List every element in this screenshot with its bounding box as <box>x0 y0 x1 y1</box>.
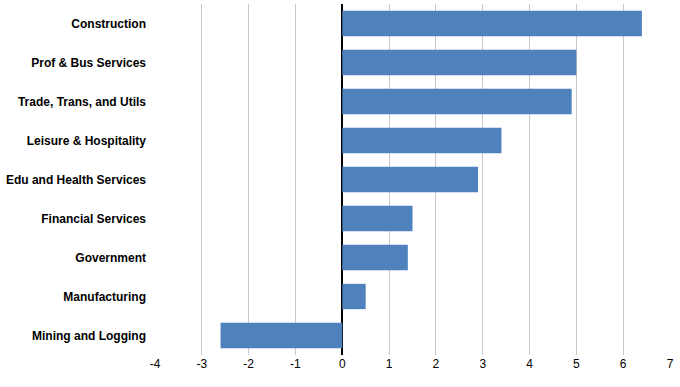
svg-text:-4: -4 <box>150 357 161 371</box>
svg-text:Manufacturing: Manufacturing <box>63 290 146 304</box>
svg-text:5: 5 <box>573 357 580 371</box>
svg-text:3: 3 <box>479 357 486 371</box>
svg-text:1: 1 <box>386 357 393 371</box>
svg-text:Leisure & Hospitality: Leisure & Hospitality <box>27 134 147 148</box>
svg-text:7: 7 <box>667 357 674 371</box>
svg-text:Trade, Trans, and Utils: Trade, Trans, and Utils <box>18 95 146 109</box>
svg-text:Financial Services: Financial Services <box>41 212 146 226</box>
svg-text:0: 0 <box>339 357 346 371</box>
svg-text:-1: -1 <box>290 357 301 371</box>
svg-text:Government: Government <box>75 251 146 265</box>
svg-text:Prof & Bus Services: Prof & Bus Services <box>31 56 146 70</box>
svg-text:Edu and Health Services: Edu and Health Services <box>6 173 146 187</box>
svg-text:2: 2 <box>433 357 440 371</box>
svg-text:4: 4 <box>526 357 533 371</box>
svg-text:Mining and Logging: Mining and Logging <box>32 329 146 343</box>
svg-text:-3: -3 <box>196 357 207 371</box>
svg-text:-2: -2 <box>243 357 254 371</box>
svg-text:6: 6 <box>620 357 627 371</box>
svg-text:Construction: Construction <box>71 17 146 31</box>
